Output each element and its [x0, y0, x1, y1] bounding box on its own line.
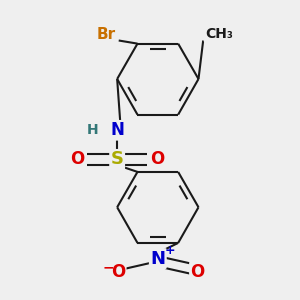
- Text: CH₃: CH₃: [205, 27, 233, 41]
- Text: O: O: [150, 150, 164, 168]
- Text: O: O: [190, 263, 205, 281]
- Text: S: S: [111, 150, 124, 168]
- Text: O: O: [70, 150, 85, 168]
- Text: +: +: [164, 244, 175, 257]
- Text: Br: Br: [97, 27, 116, 42]
- Text: N: N: [150, 250, 165, 268]
- Text: −: −: [103, 260, 115, 274]
- Text: N: N: [110, 121, 124, 139]
- Text: H: H: [87, 123, 99, 137]
- Text: O: O: [111, 263, 125, 281]
